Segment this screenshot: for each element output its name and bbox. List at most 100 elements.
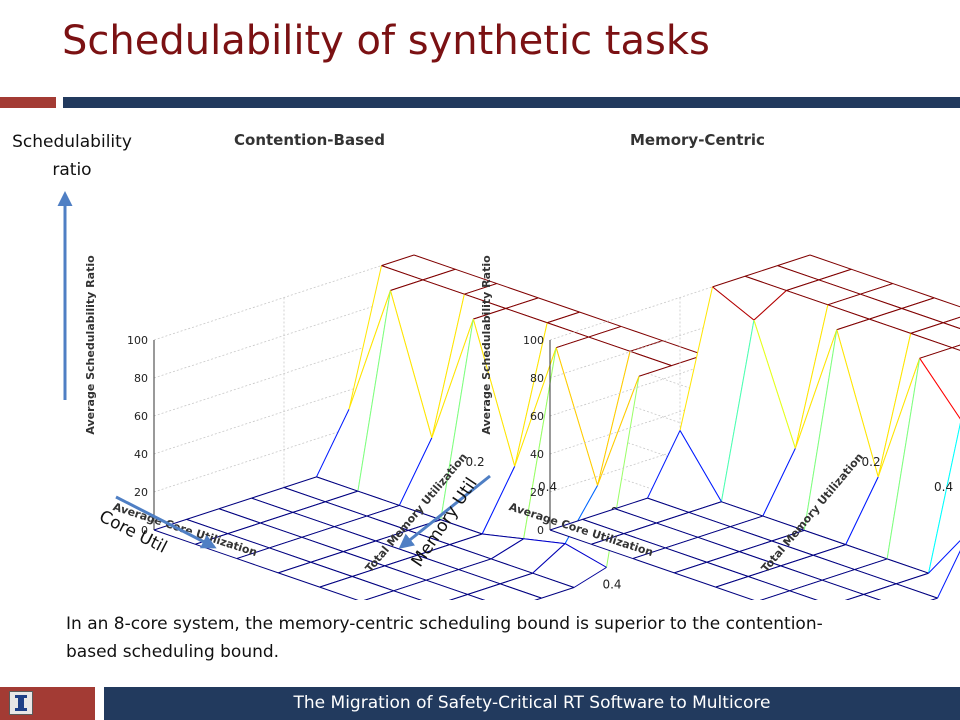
surface-edge xyxy=(398,437,433,506)
surface-edge xyxy=(809,254,852,270)
surface-edge xyxy=(930,597,938,600)
surface-cell xyxy=(887,358,960,574)
surface-cell xyxy=(854,558,929,584)
surface-cell xyxy=(349,265,423,410)
title-underline-accent xyxy=(0,97,56,108)
surface-edge xyxy=(422,268,456,281)
y-tick-label: 0.2 xyxy=(466,455,485,469)
surface-cell xyxy=(514,322,589,467)
surface-edge xyxy=(422,279,465,295)
surface-cell xyxy=(615,498,689,524)
surface-edge xyxy=(292,511,335,528)
surface-edge xyxy=(688,511,731,528)
surface-edge xyxy=(777,265,820,281)
surface-cell xyxy=(365,590,421,600)
surface-cell xyxy=(745,265,819,291)
surface-cell xyxy=(236,547,311,573)
surface-cell xyxy=(458,558,533,584)
surface-edge xyxy=(919,347,953,359)
surface-edge xyxy=(597,351,631,486)
surface-edge xyxy=(467,583,501,595)
surface-cell xyxy=(777,255,852,280)
charts-canvas: 0204060801000.40.60.80.20.40.60.8Content… xyxy=(57,131,960,600)
surface-edge xyxy=(467,593,486,600)
surface-cell xyxy=(343,540,418,566)
surface-edge xyxy=(623,522,657,535)
surface-edge xyxy=(647,430,681,499)
memory-util-arrow xyxy=(398,474,491,549)
surface-cell xyxy=(310,551,385,577)
surface-edge xyxy=(260,511,294,524)
surface-edge xyxy=(854,558,888,571)
surface-edge xyxy=(786,279,820,292)
surface-edge xyxy=(343,540,376,553)
surface-edge xyxy=(399,504,441,521)
surface-edge xyxy=(919,358,960,420)
surface-edge xyxy=(662,340,705,356)
surface-edge xyxy=(739,540,772,553)
surface-edge xyxy=(408,529,450,546)
surface-edge xyxy=(499,572,533,585)
surface-edge xyxy=(310,561,353,577)
surface-edge xyxy=(186,508,220,520)
surface-cell xyxy=(846,594,880,600)
surface-edge xyxy=(269,536,303,549)
core-util-arrow xyxy=(115,495,217,549)
surface-edge xyxy=(739,551,781,567)
surface-edge xyxy=(818,268,852,281)
surface-edge xyxy=(771,540,814,556)
surface-edge xyxy=(325,501,368,517)
surface-cell xyxy=(712,276,787,321)
z-tick-label: 60 xyxy=(530,410,544,423)
surface-edge xyxy=(375,529,409,542)
surface-edge xyxy=(458,569,501,585)
surface-edge xyxy=(827,304,870,320)
surface-cell xyxy=(260,512,335,538)
z-tick-label: 60 xyxy=(134,410,148,423)
surface-edge xyxy=(490,538,524,560)
surface-edge xyxy=(877,358,921,478)
z-tick-label: 40 xyxy=(134,448,148,461)
surface-edge xyxy=(780,565,823,581)
surface-edge xyxy=(408,519,441,531)
surface-edge xyxy=(523,347,557,539)
surface-edge xyxy=(706,561,749,577)
surface-edge xyxy=(674,572,716,588)
surface-edge xyxy=(665,547,707,563)
surface-edge xyxy=(934,297,960,308)
surface-cell xyxy=(467,583,542,600)
surface-edge xyxy=(464,283,498,295)
surface-edge xyxy=(449,544,492,560)
surface-cell xyxy=(910,322,960,348)
surface-cell xyxy=(500,573,574,599)
surface-edge xyxy=(762,448,796,517)
surface-edge xyxy=(665,536,699,549)
surface xyxy=(153,254,705,600)
surface-cell xyxy=(632,547,707,573)
surface-edge xyxy=(582,518,625,535)
surface-edge xyxy=(813,544,846,556)
surface-edge xyxy=(721,501,764,517)
surface-edge xyxy=(523,538,566,545)
x-tick-label: 0.6 xyxy=(933,599,952,600)
surface-cell xyxy=(491,538,566,574)
surface-edge xyxy=(186,518,229,535)
surface-edge xyxy=(316,409,350,478)
z-tick-label: 20 xyxy=(134,486,148,499)
surface-edge xyxy=(325,490,359,503)
surface-edge xyxy=(744,275,787,292)
surface-cell xyxy=(219,498,293,524)
y-tick-label: 0.4 xyxy=(934,480,953,494)
surface-edge xyxy=(789,590,818,600)
surface-edge xyxy=(251,497,294,513)
surface-edge xyxy=(357,490,400,506)
surface-cell xyxy=(630,340,704,366)
surface-edge xyxy=(647,497,690,513)
surface-edge xyxy=(251,487,285,499)
surface-cell xyxy=(753,290,828,449)
surface-cell xyxy=(804,329,879,545)
surface-cell xyxy=(647,430,722,513)
surface-cell xyxy=(426,569,501,595)
surface-edge xyxy=(863,583,897,595)
surface-edge xyxy=(481,466,516,535)
